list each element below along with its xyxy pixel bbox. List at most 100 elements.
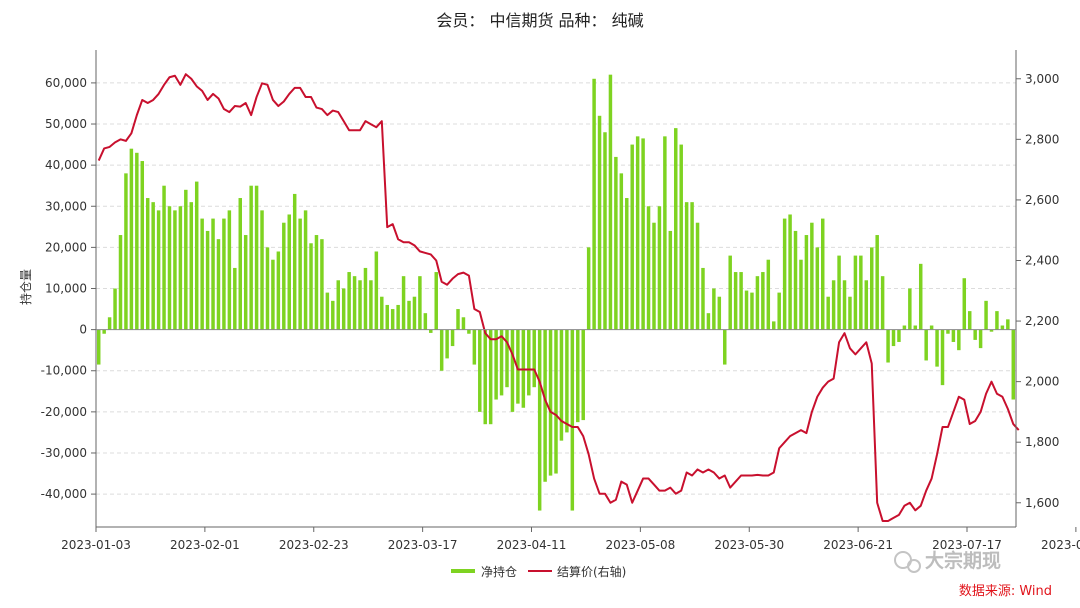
bar [369, 280, 373, 330]
bar [309, 243, 313, 330]
bar [173, 210, 177, 330]
bar [848, 296, 852, 330]
bar [347, 272, 351, 330]
y-right-tick-label: 2,400 [1025, 253, 1059, 267]
bar [222, 218, 226, 330]
bar [842, 280, 847, 330]
bar [908, 288, 912, 330]
bar [586, 247, 591, 330]
bar [733, 272, 738, 330]
bar [565, 329, 569, 433]
bar [940, 329, 945, 386]
watermark-logo: 大宗期现 [894, 549, 1001, 573]
bar [243, 235, 248, 330]
bar [331, 300, 335, 330]
bar [461, 317, 466, 330]
bar [668, 230, 673, 330]
bar [336, 280, 340, 330]
bar [717, 296, 722, 330]
y-right-tick-label: 1,600 [1025, 496, 1059, 510]
bar [625, 198, 629, 330]
grid-lines [96, 82, 1016, 495]
bar [543, 329, 547, 482]
bar [957, 329, 961, 351]
bar [793, 230, 798, 330]
bar [390, 309, 395, 330]
bar [886, 329, 890, 363]
bar [924, 329, 928, 361]
bar [652, 222, 656, 330]
bar [837, 255, 841, 330]
bar [701, 267, 705, 330]
bar [227, 210, 232, 330]
bar [570, 329, 575, 511]
y-right-tick-label: 2,600 [1025, 193, 1059, 207]
x-tick-label: 2023-06-21 [823, 538, 893, 552]
bar [755, 276, 760, 330]
y-right-tick-label: 1,800 [1025, 435, 1059, 449]
bar [412, 296, 417, 330]
x-tick-label: 2023-02-01 [170, 538, 240, 552]
bar [951, 329, 956, 342]
bar [429, 329, 433, 333]
bar [962, 278, 967, 330]
bar [750, 292, 754, 330]
bar [815, 247, 820, 330]
bar [559, 329, 564, 441]
bar [690, 202, 694, 330]
bar [107, 317, 112, 330]
y-left-tick-label: -20,000 [41, 405, 87, 419]
bar [238, 198, 242, 330]
bar [254, 185, 259, 330]
bar [1011, 329, 1016, 400]
bar [292, 193, 297, 330]
bar [799, 259, 803, 330]
bar [211, 218, 215, 330]
bar [478, 329, 482, 412]
legend: 净持仓 结算价(右轴) [451, 564, 626, 579]
bar [499, 329, 504, 396]
y-left-tick-label: 0 [79, 323, 87, 337]
bar [788, 214, 792, 330]
bar [135, 152, 139, 330]
bar [831, 280, 836, 330]
bar [1006, 319, 1010, 330]
x-tick-label: 2023-03-17 [388, 538, 458, 552]
legend-label-net-position: 净持仓 [481, 564, 517, 579]
bar [581, 329, 585, 421]
bar [712, 288, 716, 330]
bar [635, 136, 640, 330]
x-tick-label: 2023-01-03 [61, 538, 131, 552]
bar [706, 313, 711, 330]
bar [984, 300, 988, 330]
bar [592, 78, 596, 330]
bar [456, 309, 460, 330]
bar [537, 329, 542, 511]
bar [821, 218, 825, 330]
y-axis-label: 持仓量 [18, 269, 33, 305]
y-left-tick-label: 60,000 [45, 76, 87, 90]
bar [483, 329, 487, 425]
bar [772, 321, 776, 330]
bar [782, 218, 787, 330]
bar [303, 210, 308, 330]
bar [352, 276, 357, 330]
bar [184, 189, 188, 330]
bar [287, 214, 291, 330]
bar [102, 329, 106, 334]
bar [946, 329, 950, 334]
bar [548, 329, 553, 476]
bar [935, 329, 939, 367]
bar-series-net-position [96, 74, 1016, 511]
bar [679, 144, 683, 330]
bar [467, 329, 471, 334]
y-left-tick-label: 20,000 [45, 240, 87, 254]
bar [418, 276, 422, 330]
bar [864, 280, 869, 330]
bar [96, 329, 101, 365]
bar [684, 202, 689, 330]
bar [205, 230, 210, 330]
bar [167, 206, 172, 330]
bar [265, 247, 270, 330]
